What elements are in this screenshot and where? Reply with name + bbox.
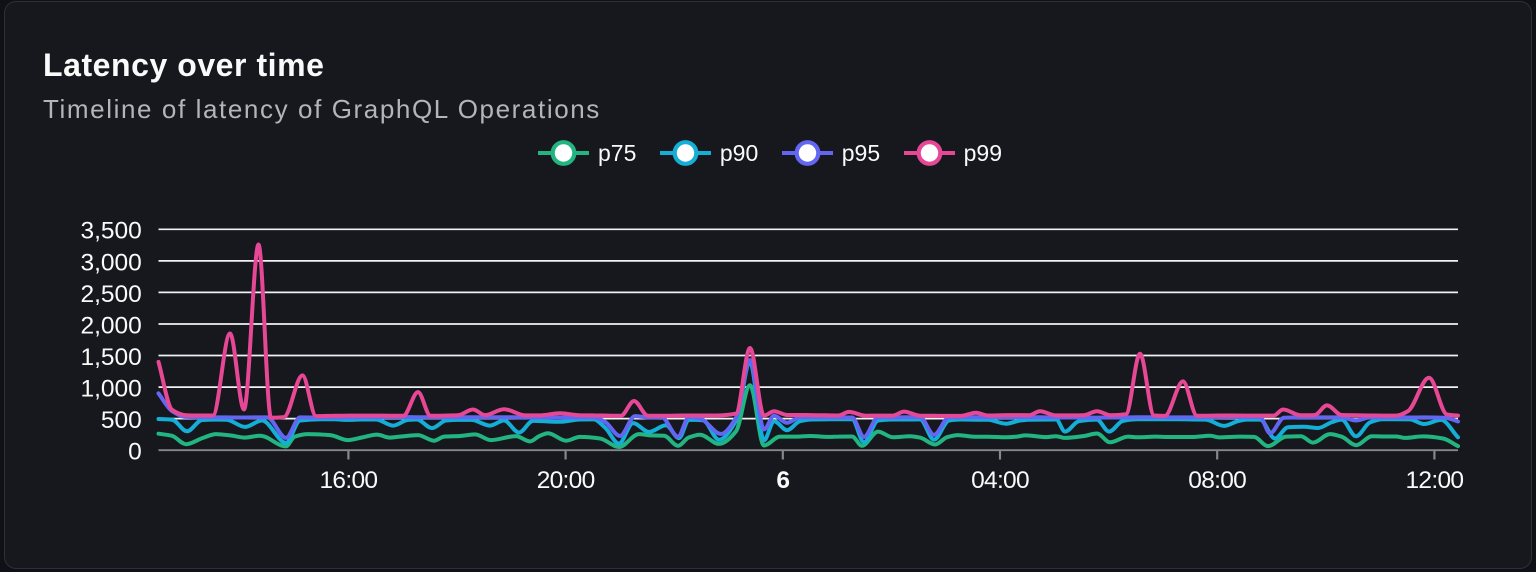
svg-text:2,500: 2,500 bbox=[80, 281, 141, 308]
svg-text:3,500: 3,500 bbox=[80, 218, 141, 245]
svg-text:16:00: 16:00 bbox=[319, 467, 377, 494]
svg-text:08:00: 08:00 bbox=[1188, 467, 1246, 494]
svg-text:500: 500 bbox=[101, 407, 142, 434]
svg-text:3,000: 3,000 bbox=[80, 249, 141, 276]
svg-text:6: 6 bbox=[776, 467, 789, 494]
svg-text:20:00: 20:00 bbox=[537, 467, 595, 494]
svg-text:04:00: 04:00 bbox=[971, 467, 1029, 494]
svg-text:12:00: 12:00 bbox=[1405, 467, 1463, 494]
svg-text:1,500: 1,500 bbox=[80, 344, 141, 371]
svg-text:0: 0 bbox=[128, 439, 142, 466]
svg-text:2,000: 2,000 bbox=[80, 312, 141, 339]
svg-text:1,000: 1,000 bbox=[80, 376, 141, 403]
